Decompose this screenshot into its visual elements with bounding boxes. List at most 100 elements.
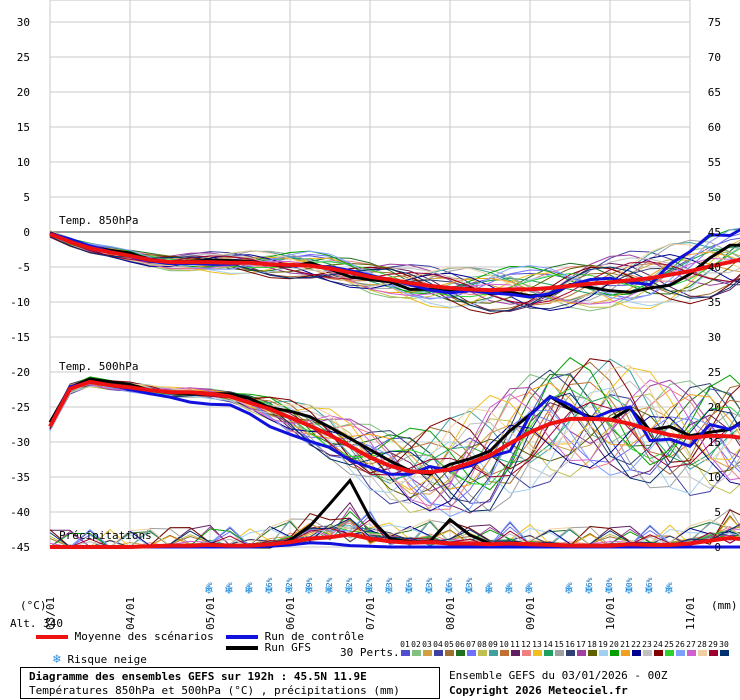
unit-left-label: (°C) [20,599,47,612]
snowflake-icon: ❄ [564,583,574,597]
member-color-swatch [654,650,663,656]
y-right-tick-label: 25 [708,366,721,379]
snowflake-icon: ❄ [364,583,374,597]
snowflake-icon: ❄ [644,583,654,597]
y-left-tick-label: 0 [23,226,30,239]
snow-risk-percent: 16% [645,577,654,592]
member-number: 07 [466,640,476,649]
member-color-swatch [599,650,608,656]
member-number: 16 [565,640,575,649]
snowflake-icon: ❄ [624,583,634,597]
y-right-tick-label: 20 [708,401,721,414]
x-date-label: 05/01 [204,597,217,630]
snowflake-icon: ❄ [424,583,434,597]
snow-risk-percent: 13% [465,577,474,592]
mean-t850-line [49,232,740,293]
member-color-swatch [566,650,575,656]
mean-swatch [36,635,68,639]
snowflake-icon: ❄ [664,583,674,597]
snow-risk-percent: 10% [605,577,614,592]
x-date-label: 03/01 [44,597,57,630]
member-color-swatch [676,650,685,656]
y-right-tick-label: 75 [708,16,721,29]
member-number: 06 [455,640,465,649]
member-number: 12 [521,640,531,649]
legend-snow: ❄ Risque neige [53,652,147,667]
member-number: 17 [576,640,586,649]
member-color-swatch [698,650,707,656]
y-left-tick-label: -35 [10,471,30,484]
y-right-tick-label: 50 [708,191,721,204]
snow-risk-percent: 32% [285,577,294,592]
member-color-swatch [533,650,542,656]
x-date-label: 06/01 [284,597,297,630]
legend-gfs-label: Run GFS [264,641,311,654]
member-color-swatch [423,650,432,656]
member-swatches: 01 02 03 04 05 06 07 08 09 10 11 12 13 14 15 16 17 18 19 20… [400,640,729,656]
main-runs [48,228,740,549]
y-left-tick-label: 20 [17,86,30,99]
snowflake-icon: ❄ [284,583,294,597]
snow-risk-percent: 3% [565,582,574,592]
member-number: 24 [653,640,663,649]
member-color-swatch [445,650,454,656]
member-02-t850-line [49,231,740,312]
x-axis-ticks: 03/01 04/01 05/01 06/01 07/01 08/01 09/01 10/01… [44,597,697,630]
member-color-swatch [632,650,641,656]
member-number: 11 [510,640,520,649]
legend-control: Run de contrôle [226,630,364,643]
snow-risk-percent: 16% [405,577,414,592]
member-number: 28 [697,640,707,649]
temp850-label: Temp. 850hPa [59,214,139,227]
y-left-tick-label: -15 [10,331,30,344]
member-number: 13 [532,640,542,649]
snow-risk-percent: 10% [625,577,634,592]
y-axis-ticks: 302520151050-5-10-15-20-25-30-35-40-4575… [10,16,721,554]
member-color-swatch [610,650,619,656]
ensemble-info: Ensemble GEFS du 03/01/2026 - 00Z [449,669,668,682]
snowflake-icon: ❄ [444,583,454,597]
x-date-label: 11/01 [684,597,697,630]
mean-precip-line [50,532,740,549]
y-right-tick-label: 35 [708,296,721,309]
y-right-tick-label: 15 [708,436,721,449]
member-number: 04 [433,640,443,649]
y-right-tick-label: 60 [708,121,721,134]
snow-risk-percent: 6% [485,582,494,592]
snowflake-icon: ❄ [504,583,514,597]
legend-mean: Moyenne des scénarios [36,630,214,643]
member-number: 10 [499,640,509,649]
member-number: 15 [554,640,564,649]
member-color-swatch [489,650,498,656]
snow-risk-percent: 6% [245,582,254,592]
member-number: 02 [411,640,421,649]
snow-risk-percent: 32% [345,577,354,592]
chart-title: Diagramme des ensembles GEFS sur 192h : … [29,670,367,683]
snowflake-icon: ❄ [524,583,534,597]
y-left-tick-label: 25 [17,51,30,64]
snow-risk-percent: 32% [365,577,374,592]
title-box: Diagramme des ensembles GEFS sur 192h : … [20,667,440,699]
snowflake-icon: ❄ [53,652,61,667]
member-04-t500-line [49,385,740,505]
unit-right-label: (mm) [711,599,738,612]
member-color-swatch [401,650,410,656]
snowflake-icon: ❄ [304,583,314,597]
copyright: Copyright 2026 Meteociel.fr [449,684,628,697]
snowflake-icon: ❄ [224,583,234,597]
member-color-swatch [522,650,531,656]
mean-t500-line [48,379,740,475]
snowflake-icon: ❄ [404,583,414,597]
x-date-label: 04/01 [124,597,137,630]
legend-control-label: Run de contrôle [264,630,364,643]
member-20-t500-line [49,357,740,491]
member-color-swatch [709,650,718,656]
member-number: 14 [543,640,553,649]
perts-label: 30 Perts. [340,646,400,659]
member-color-swatch [555,650,564,656]
snowflake-icon: ❄ [204,583,214,597]
member-color-swatch [544,650,553,656]
gfs-swatch [226,646,258,650]
member-22-t500-line [49,384,740,512]
